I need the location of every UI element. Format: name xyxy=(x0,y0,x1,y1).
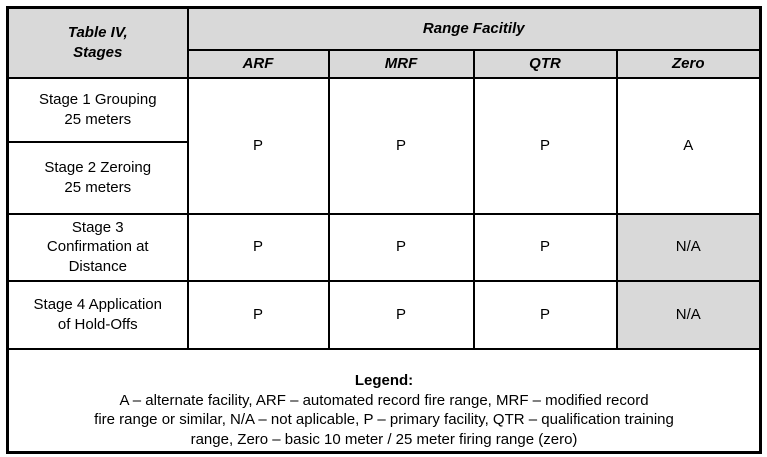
stages-table: Table IV, Stages Range Facitily ARF MRF … xyxy=(6,6,763,454)
cell-stage12-qtr: P xyxy=(472,76,618,215)
cell-stage12-mrf: P xyxy=(327,76,475,215)
cell-stage3-zero: N/A xyxy=(615,212,762,282)
range-facility-header-cell: Range Facitily xyxy=(186,6,762,51)
legend-cell: Legend: A – alternate facility, ARF – au… xyxy=(6,347,762,454)
legend-label: Legend: xyxy=(354,372,414,389)
row-label-stage-1: Stage 1 Grouping 25 meters xyxy=(6,76,189,143)
row-label-stage-3: Stage 3 Confirmation at Distance xyxy=(6,212,189,282)
row-label-stage-4: Stage 4 Application of Hold-Offs xyxy=(6,279,189,350)
cell-stage12-zero: A xyxy=(615,76,762,215)
column-header-qtr: QTR xyxy=(472,48,618,79)
legend-text: A – alternate facility, ARF – automated … xyxy=(94,391,674,448)
cell-stage3-qtr: P xyxy=(472,212,618,282)
cell-stage4-qtr: P xyxy=(472,279,618,350)
cell-stage12-arf: P xyxy=(186,76,330,215)
cell-stage3-arf: P xyxy=(186,212,330,282)
column-header-zero: Zero xyxy=(615,48,762,79)
row-label-stage-2: Stage 2 Zeroing 25 meters xyxy=(6,140,189,215)
cell-stage4-arf: P xyxy=(186,279,330,350)
column-header-mrf: MRF xyxy=(327,48,475,79)
cell-stage3-mrf: P xyxy=(327,212,475,282)
table-title-cell: Table IV, Stages xyxy=(6,6,189,79)
cell-stage4-zero: N/A xyxy=(615,279,762,350)
column-header-arf: ARF xyxy=(186,48,330,79)
cell-stage4-mrf: P xyxy=(327,279,475,350)
